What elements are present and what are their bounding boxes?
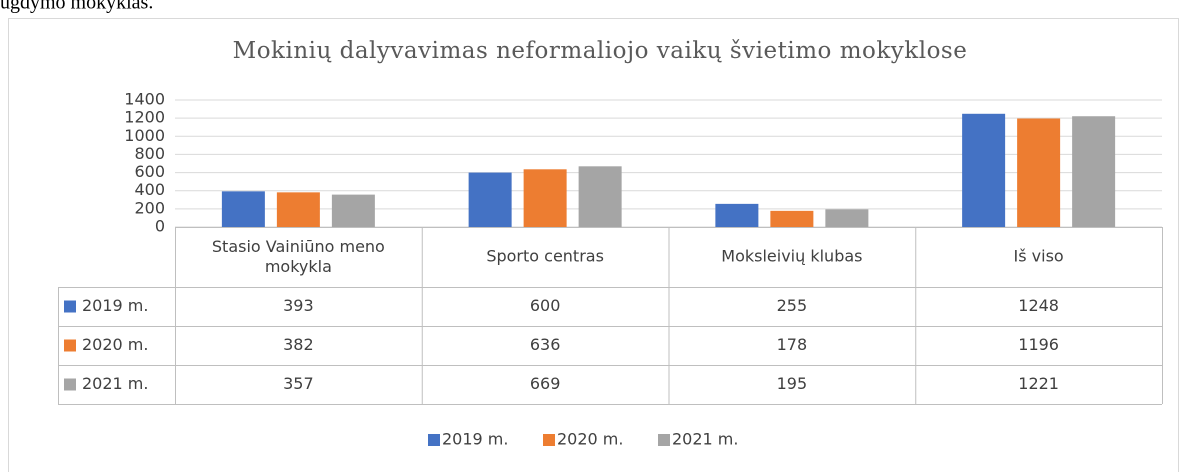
x-tick-label: Iš viso bbox=[1014, 247, 1064, 266]
table-value: 600 bbox=[530, 296, 561, 315]
x-tick-label: Moksleivių klubas bbox=[721, 247, 862, 266]
table-value: 1248 bbox=[1018, 296, 1059, 315]
legend-key bbox=[64, 378, 76, 391]
chart-frame bbox=[8, 18, 1179, 472]
y-tick-label: 1000 bbox=[124, 126, 165, 145]
y-tick-label: 400 bbox=[134, 180, 165, 199]
x-tick-label: Stasio Vainiūno meno mokykla bbox=[212, 237, 385, 276]
table-value: 669 bbox=[530, 374, 561, 393]
bar bbox=[523, 169, 567, 227]
legend-label: 2020 m. bbox=[557, 430, 623, 449]
chart-title: Mokinių dalyvavimas neformaliojo vaikų š… bbox=[233, 38, 968, 64]
y-tick-label: 0 bbox=[155, 217, 165, 236]
table-value: 636 bbox=[530, 335, 561, 354]
legend-key bbox=[658, 434, 670, 446]
table-value: 178 bbox=[777, 335, 808, 354]
x-tick-label: Sporto centras bbox=[486, 247, 604, 266]
legend-key bbox=[64, 300, 76, 313]
legend-label: 2019 m. bbox=[442, 430, 508, 449]
header-text: ugdymo mokyklas. bbox=[0, 0, 153, 14]
table-value: 255 bbox=[777, 296, 808, 315]
bar bbox=[825, 209, 869, 227]
legend-key bbox=[543, 434, 555, 446]
bar bbox=[221, 191, 265, 227]
bar bbox=[276, 192, 320, 227]
y-tick-label: 800 bbox=[134, 144, 165, 163]
table-value: 195 bbox=[777, 374, 808, 393]
table-value: 357 bbox=[283, 374, 314, 393]
bar bbox=[1072, 116, 1116, 227]
table-value: 382 bbox=[283, 335, 314, 354]
legend-key bbox=[64, 339, 76, 352]
bar bbox=[1017, 118, 1061, 227]
y-tick-label: 1200 bbox=[124, 108, 165, 127]
bar bbox=[770, 210, 814, 227]
table-series-label: 2021 m. bbox=[82, 374, 148, 393]
legend-label: 2021 m. bbox=[672, 430, 738, 449]
y-tick-label: 1400 bbox=[124, 90, 165, 109]
bar bbox=[331, 194, 375, 227]
table-value: 393 bbox=[283, 296, 314, 315]
bar bbox=[578, 166, 622, 227]
bar bbox=[468, 172, 512, 227]
legend-key bbox=[428, 434, 440, 446]
bar bbox=[962, 113, 1006, 227]
bar bbox=[715, 203, 759, 227]
table-series-label: 2019 m. bbox=[82, 296, 148, 315]
table-series-label: 2020 m. bbox=[82, 335, 148, 354]
y-tick-label: 200 bbox=[134, 198, 165, 217]
y-tick-label: 600 bbox=[134, 162, 165, 181]
table-value: 1221 bbox=[1018, 374, 1059, 393]
table-value: 1196 bbox=[1018, 335, 1059, 354]
